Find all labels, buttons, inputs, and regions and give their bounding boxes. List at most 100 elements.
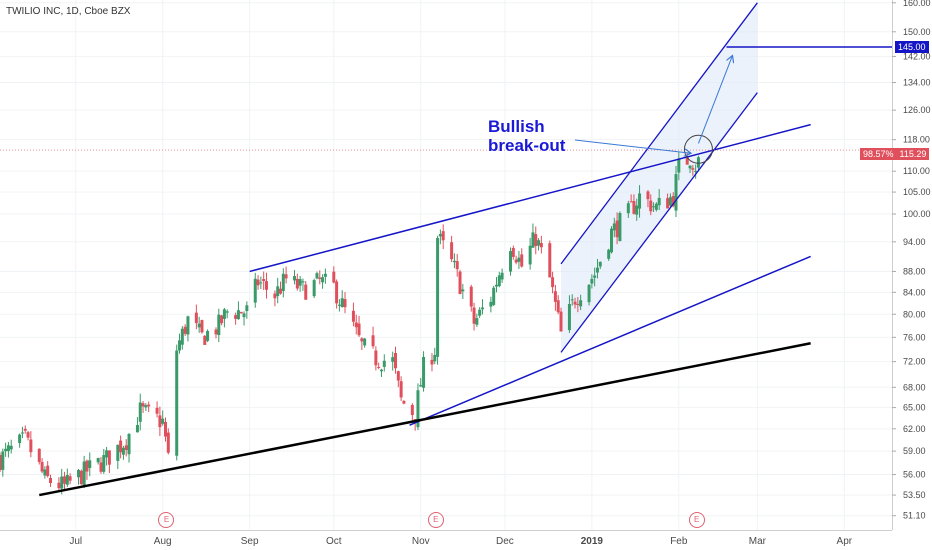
candle-body (517, 257, 521, 262)
y-tick-label: 150.00 (903, 27, 931, 37)
candle-body (225, 311, 229, 313)
y-tick-label: 76.00 (903, 332, 926, 342)
time-axis[interactable]: Jul Aug Sep Oct Nov Dec 2019 Feb Mar Apr (0, 530, 892, 548)
candle-body (514, 259, 518, 263)
candle-body (335, 281, 339, 304)
candle-body (340, 298, 344, 308)
candle-body (450, 242, 454, 260)
current-percent: 98.57% (860, 148, 897, 161)
candle-body (43, 469, 47, 476)
candle-body (57, 482, 61, 489)
candle-body (511, 248, 515, 257)
x-tick-label: Aug (154, 536, 172, 547)
candle-body (402, 400, 406, 404)
candle-body (135, 425, 139, 433)
candle-body (175, 350, 179, 456)
candle-body (668, 197, 672, 206)
candle-body (18, 434, 22, 444)
candle-body (455, 261, 459, 270)
target-price-label: 145.00 (895, 41, 929, 54)
candle-body (183, 326, 187, 334)
candle-body (609, 228, 613, 253)
y-tick-label: 72.00 (903, 357, 926, 367)
candle-body (29, 439, 33, 453)
candle-body (220, 315, 224, 324)
bullish-breakout-annotation: Bullish break-out (488, 117, 565, 155)
candle-body (180, 328, 184, 345)
candle-body (410, 404, 414, 416)
candle-body (354, 322, 358, 328)
x-tick-label: Sep (241, 536, 259, 547)
x-tick-label: Mar (749, 536, 767, 547)
current-price: 115.29 (896, 148, 930, 161)
candles (0, 152, 700, 495)
candle-body (494, 284, 498, 287)
channel-upper-line (560, 2, 758, 265)
candle-body (37, 448, 41, 463)
candle-body (497, 275, 501, 287)
y-tick-label: 105.00 (903, 187, 931, 197)
candle-body (559, 311, 563, 332)
candle-body (4, 448, 8, 452)
candle-body (416, 390, 420, 428)
price-axis[interactable]: 51.10 53.50 56.00 59.00 62.00 65.00 68.00 72.00… (892, 0, 932, 550)
candle-body (441, 231, 445, 241)
candle-body (632, 201, 636, 214)
candle-body (598, 261, 602, 267)
candle-body (26, 432, 30, 438)
candle-body (60, 476, 64, 489)
earnings-marker[interactable]: E (427, 512, 444, 528)
grid (0, 0, 892, 530)
candle-body (20, 432, 24, 434)
trend-lines (0, 2, 892, 497)
candle-body (374, 350, 378, 366)
candle-body (626, 203, 630, 214)
candle-body (203, 335, 207, 345)
candle-body (629, 201, 633, 203)
candle-body (391, 357, 395, 362)
candle-body (677, 158, 681, 173)
candle-body (394, 353, 398, 369)
y-tick-label: 56.00 (903, 470, 926, 480)
candle-body (161, 418, 165, 424)
candle-body (433, 354, 437, 362)
candle-body (612, 223, 616, 231)
candle-body (312, 280, 316, 297)
candle-body (475, 318, 479, 325)
candle-body (399, 381, 403, 398)
y-tick-label: 62.00 (903, 424, 926, 434)
y-tick-label: 65.00 (903, 403, 926, 413)
candle-body (127, 433, 131, 455)
support-line (39, 342, 811, 497)
candle-body (138, 402, 142, 422)
lower-trend-line (409, 255, 811, 426)
candle-body (65, 474, 69, 485)
candle-body (537, 240, 541, 246)
earnings-marker[interactable]: E (688, 512, 705, 528)
candle-body (304, 284, 308, 300)
y-tick-label: 84.00 (903, 287, 926, 297)
candle-body (691, 168, 695, 170)
x-tick-label: Oct (326, 536, 342, 547)
candle-body (649, 200, 653, 212)
annotation-arrow (574, 139, 690, 153)
candle-body (105, 450, 109, 458)
candle-body (343, 299, 347, 308)
candle-body (85, 460, 89, 472)
candle-body (371, 335, 375, 347)
x-tick-label: 2019 (581, 536, 604, 547)
candle-body (147, 404, 151, 407)
candle-body (295, 278, 299, 289)
candle-body (696, 157, 700, 168)
candle-body (158, 415, 162, 428)
earnings-marker[interactable]: E (158, 512, 175, 528)
candle-body (293, 276, 297, 281)
candle-body (63, 476, 67, 484)
candle-body (222, 309, 226, 319)
candle-body (217, 314, 221, 336)
candle-body (279, 288, 283, 294)
candle-body (657, 197, 661, 206)
candle-body (422, 356, 426, 388)
candle-body (186, 316, 190, 335)
